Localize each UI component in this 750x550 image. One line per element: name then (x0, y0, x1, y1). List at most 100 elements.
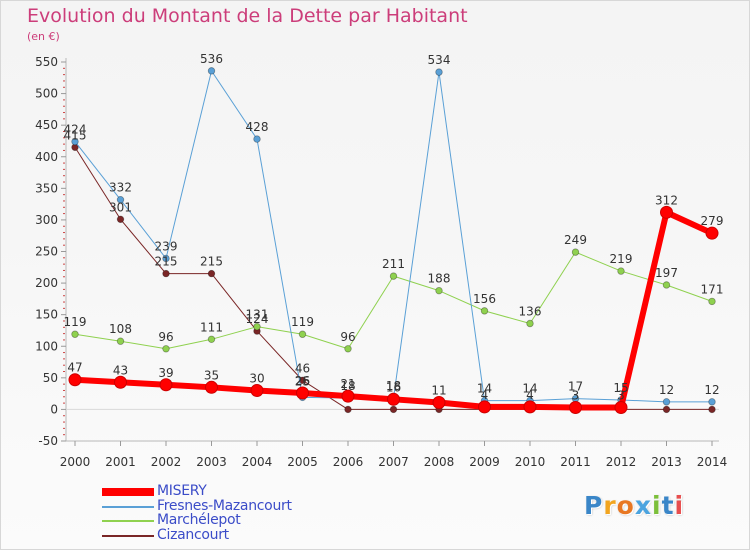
x-tick-label: 2003 (196, 455, 227, 469)
data-point (480, 307, 489, 315)
x-tick-label: 2013 (651, 455, 682, 469)
legend-swatch (102, 505, 154, 508)
data-point (389, 405, 398, 414)
data-label: 111 (200, 320, 223, 334)
data-point (660, 205, 673, 219)
data-label: 171 (701, 282, 724, 296)
data-label: 424 (64, 123, 87, 137)
data-label: 26 (295, 374, 310, 388)
legend-label: Fresnes-Mazancourt (157, 497, 292, 514)
data-point (662, 405, 671, 414)
data-point (617, 267, 625, 275)
data-label: 11 (431, 383, 446, 397)
y-tick-label: 200 (35, 276, 58, 290)
data-point (344, 345, 352, 353)
data-label: 16 (386, 380, 401, 394)
data-point (205, 380, 218, 394)
data-point (68, 373, 82, 387)
proxiti-logo: Proxiti (584, 491, 685, 520)
y-tick-label: 300 (35, 213, 58, 227)
data-label: 3 (572, 389, 580, 403)
data-label: 96 (158, 330, 173, 344)
data-label: 108 (109, 322, 132, 336)
data-point (298, 330, 307, 338)
data-point (708, 398, 716, 406)
data-label: 39 (158, 366, 173, 380)
x-tick-label: 2010 (515, 455, 546, 469)
data-label: 197 (655, 266, 678, 280)
data-label: 17 (568, 380, 583, 394)
data-label: 124 (246, 312, 269, 326)
data-point (341, 389, 355, 403)
data-label: 239 (155, 239, 178, 253)
data-label: 43 (113, 363, 128, 377)
data-label: 119 (64, 315, 87, 329)
data-label: 415 (64, 128, 87, 142)
y-tick-label: 250 (35, 245, 58, 259)
y-tick-label: 50 (43, 371, 58, 385)
data-point (71, 330, 79, 338)
data-label: 21 (340, 377, 355, 391)
data-point (662, 281, 671, 289)
data-label: 46 (295, 361, 310, 375)
data-point (250, 383, 264, 397)
data-point (387, 392, 400, 406)
data-point (162, 269, 170, 278)
data-label: 96 (340, 330, 355, 344)
data-point (71, 137, 79, 146)
data-label: 536 (200, 52, 223, 66)
data-point (432, 395, 446, 409)
data-point (478, 400, 491, 414)
data-point (435, 68, 443, 76)
y-tick-label: 0 (50, 402, 58, 416)
x-tick-label: 2004 (242, 455, 273, 469)
legend-swatch (102, 520, 154, 522)
x-tick-label: 2009 (469, 455, 500, 469)
data-label: 279 (701, 214, 724, 228)
data-label: 211 (382, 257, 405, 271)
data-label: 4 (526, 388, 534, 402)
data-point (253, 322, 261, 331)
y-tick-label: 550 (35, 55, 58, 69)
x-tick-label: 2008 (424, 455, 455, 469)
y-tick-label: 500 (35, 87, 58, 101)
data-label: 136 (519, 305, 542, 319)
legend-swatch (102, 488, 154, 496)
data-label: 25 (295, 375, 310, 389)
data-point (708, 297, 716, 306)
data-label: 215 (200, 255, 223, 269)
data-point (162, 254, 170, 263)
data-point (389, 272, 398, 280)
data-point (207, 335, 216, 344)
series-line (74, 70, 713, 403)
data-label: 12 (659, 383, 674, 397)
data-label: 215 (155, 255, 178, 269)
data-point (159, 378, 173, 392)
chart-title: Evolution du Montant de la Dette par Hab… (27, 5, 468, 27)
data-point (705, 226, 719, 240)
data-label: 14 (477, 382, 492, 396)
data-label: 15 (613, 381, 628, 395)
data-label: 188 (428, 272, 451, 286)
data-label: 332 (109, 181, 132, 195)
x-tick-label: 2006 (333, 455, 364, 469)
data-point (523, 400, 537, 414)
data-point (114, 375, 127, 389)
data-point (296, 386, 309, 400)
legend-label: Marchélepot (157, 512, 241, 528)
data-point (207, 269, 216, 278)
y-tick-label: 150 (35, 308, 58, 322)
data-label: 131 (246, 308, 269, 322)
legend-swatch (102, 534, 154, 537)
data-label: 301 (109, 200, 132, 214)
x-tick-label: 2001 (105, 455, 136, 469)
x-tick-label: 2007 (378, 455, 409, 469)
data-label: 4 (481, 388, 489, 402)
data-label: 47 (67, 361, 82, 375)
data-point (253, 135, 261, 143)
data-point (116, 215, 125, 223)
data-label: 219 (610, 252, 633, 266)
y-tick-label: 400 (35, 150, 58, 164)
